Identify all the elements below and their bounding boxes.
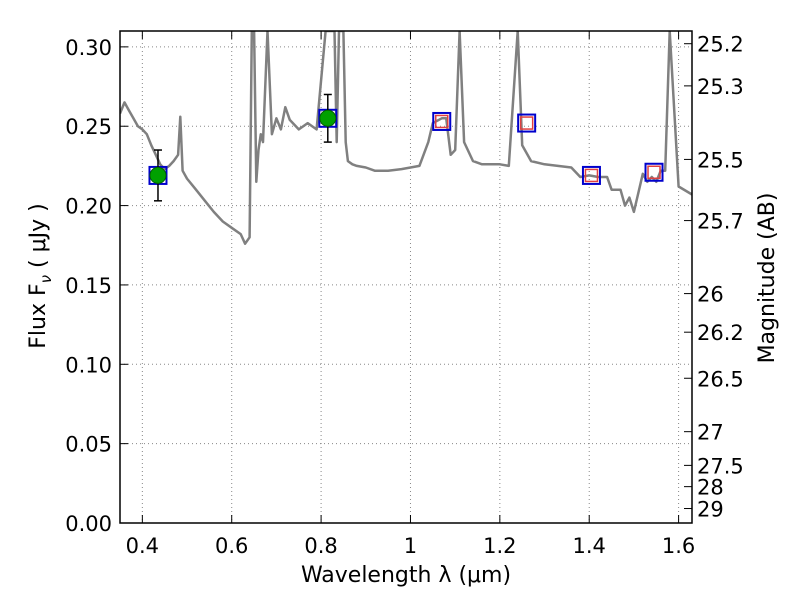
x-axis-label: Wavelength λ (μm): [301, 563, 511, 588]
model-flux-inner-box: [584, 168, 599, 183]
spectrum-line: [120, 31, 692, 245]
x-tick-label: 1.6: [662, 534, 695, 558]
y2-tick-label: 27: [697, 421, 724, 445]
model-flux-box: [644, 162, 664, 182]
y2-tick-label: 25.3: [697, 75, 744, 99]
y-tick-label: 0.15: [65, 274, 112, 298]
axis-ticks: 0.4 0.6 0.8 1 1.2 1.4 1.6 0.00 0.05 0.10 0.15 0.20 0…: [65, 31, 744, 558]
y-tick-label: 0.05: [65, 433, 112, 457]
x-tick-label: 1.2: [483, 534, 516, 558]
y2-tick-label: 25.2: [697, 33, 744, 57]
right-axis-label: Magnitude (AB): [755, 193, 780, 364]
y2-tick-label: 27.5: [697, 454, 744, 478]
y-axis-label: Flux Fν ( μJy ): [26, 203, 55, 348]
y2-tick-label: 26.5: [697, 367, 744, 391]
model-flux-box: [581, 165, 601, 185]
y-axis-label-subscript: ν: [37, 275, 55, 283]
model-flux-box: [432, 111, 452, 131]
y-tick-label: 0.20: [65, 195, 112, 219]
y-axis-label-unit: ( μJy ): [26, 203, 51, 275]
model-flux-inner-box: [435, 114, 449, 129]
model-flux-inner-box: [519, 116, 534, 130]
y2-tick-label: 26.2: [697, 321, 744, 345]
y2-tick-label: 25.5: [697, 148, 744, 172]
x-tick-label: 0.8: [304, 534, 337, 558]
observed-flux-point: [319, 109, 337, 127]
x-tick-label: 0.6: [215, 534, 248, 558]
y-tick-label: 0.30: [65, 36, 112, 60]
photometry-markers: [148, 93, 664, 202]
y2-tick-label: 29: [697, 498, 724, 522]
y-tick-label: 0.25: [65, 115, 112, 139]
y-tick-label: 0.10: [65, 353, 112, 377]
model-flux-box: [517, 113, 537, 133]
observed-flux-point: [149, 166, 167, 184]
y2-tick-label: 25.7: [697, 210, 744, 234]
x-tick-label: 1: [404, 534, 417, 558]
y2-tick-label: 28: [697, 476, 724, 500]
x-tick-label: 0.4: [126, 534, 159, 558]
model-spectrum: [120, 31, 692, 245]
x-tick-label: 1.4: [573, 534, 606, 558]
y-axis-label-main: Flux F: [26, 283, 51, 348]
model-flux-inner-box: [647, 165, 661, 180]
y-tick-label: 0.00: [65, 512, 112, 536]
y2-tick-label: 26: [697, 283, 724, 307]
plot-frame: [119, 30, 693, 524]
